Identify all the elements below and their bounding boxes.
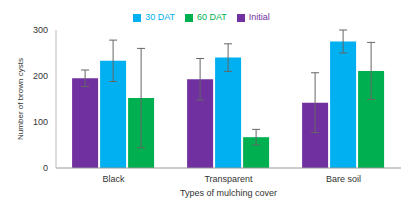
html-text:60 DAT: 60 DAT (197, 12, 227, 22)
svg-text:Transparent: Transparent (204, 174, 253, 184)
svg-text:300: 300 (33, 25, 48, 35)
svg-text:Bare soil: Bare soil (326, 174, 361, 184)
svg-text:Black: Black (102, 174, 125, 184)
svg-text:100: 100 (33, 117, 48, 127)
svg-text:Types of mulching cover: Types of mulching cover (180, 188, 277, 198)
html-text:30 DAT: 30 DAT (145, 12, 175, 22)
svg-text:0: 0 (43, 163, 48, 173)
svg-text:200: 200 (33, 71, 48, 81)
html-text:Initial: Initial (248, 12, 270, 22)
svg-text:Number of brown cysts: Number of brown cysts (16, 58, 25, 140)
